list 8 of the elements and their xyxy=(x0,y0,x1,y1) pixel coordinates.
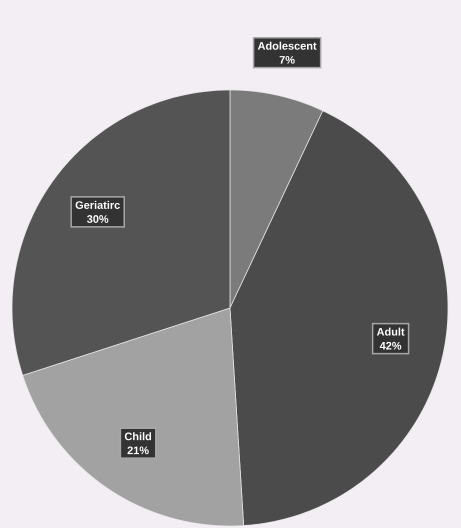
data-label: 7% xyxy=(280,56,295,64)
slice-label: Adult xyxy=(376,328,404,336)
data-label: 42% xyxy=(380,342,402,350)
slice-label: Adolescent xyxy=(258,42,316,50)
slice-label: Child xyxy=(124,432,152,440)
data-label: 21% xyxy=(128,446,149,454)
data-label: 30% xyxy=(86,215,108,223)
slice-label: Geriatirc xyxy=(76,200,120,209)
